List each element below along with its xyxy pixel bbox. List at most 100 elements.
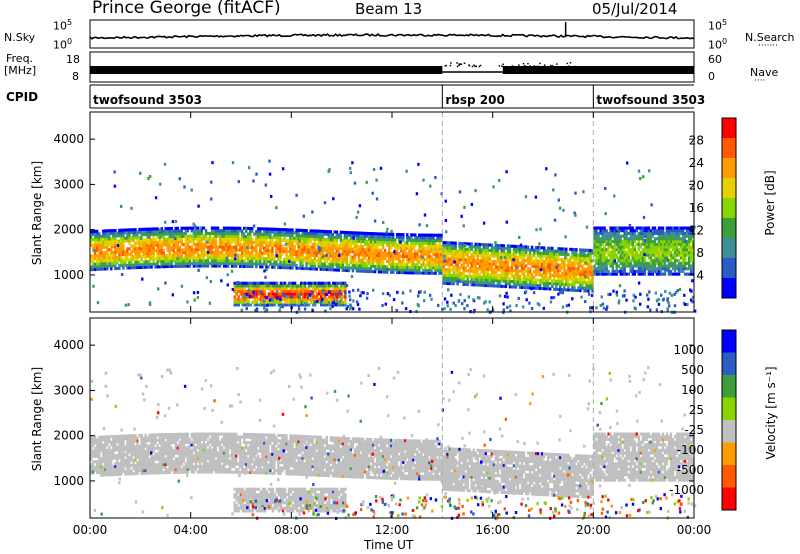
echo-cell [324,303,327,307]
echo-cell [255,246,258,250]
echo-cell [192,229,196,233]
echo-cell [476,267,480,271]
echo-cell [206,240,209,244]
echo-cell [530,278,534,282]
echo-cell [214,264,218,268]
echo-cell [661,267,665,271]
echo-cell [603,269,606,273]
echo-cell [538,242,541,246]
echo-cell [196,229,200,233]
echo-cell [100,259,103,263]
echo-cell [532,264,536,268]
echo-cell [365,259,369,263]
echo-cell [255,248,258,252]
echo-cell [379,262,383,266]
echo-cell [623,240,626,244]
echo-cell [184,232,188,236]
echo-cell [146,241,149,245]
echo-cell [323,246,326,250]
echo-cell [440,260,443,264]
nsky-label: N.Sky [4,31,36,44]
echo-cell [575,248,578,252]
echo-cell [162,229,165,233]
echo-cell [589,267,592,271]
echo-cell [627,248,631,252]
echo-cell [174,245,178,249]
echo-cell [394,251,397,255]
echo-cell [212,231,216,235]
echo-cell [605,237,608,241]
echo-cell [298,239,301,243]
echo-cell [251,287,255,291]
echo-cell [200,250,204,254]
echo-cell [448,282,451,286]
echo-cell [681,261,685,265]
echo-cell [337,233,341,237]
echo-cell [567,253,570,257]
echo-cell [663,261,667,265]
echo-cell [627,259,631,263]
echo-cell [524,195,528,199]
echo-cell [134,260,137,264]
echo-cell [326,303,329,307]
echo-cell [675,229,679,233]
echo-cell [561,258,564,262]
echo-cell [148,262,151,266]
echo-cell [476,245,480,249]
echo-cell [267,281,271,285]
echo-cell [289,233,292,237]
echo-cell [639,256,643,260]
echo-cell [363,269,367,273]
echo-cell [140,263,143,267]
echo-cell [579,264,582,268]
echo-cell [423,299,426,303]
echo-cell [328,287,331,291]
echo-cell [603,250,606,254]
echo-cell [351,255,355,259]
echo-cell [506,260,510,264]
echo-cell [150,246,153,250]
echo-cell [311,264,314,268]
echo-cell [673,272,677,276]
echo-cell [266,303,269,307]
echo-cell [218,261,222,265]
echo-cell [279,230,282,234]
echo-cell [547,254,550,258]
echo-cell [657,234,661,238]
echo-cell [518,277,522,281]
echo-cell [285,239,288,243]
echo-cell [313,251,316,255]
echo-cell [539,227,542,231]
echo-cell [486,262,490,266]
echo-cell [283,289,287,293]
echo-cell [621,267,624,271]
echo-cell [587,281,590,285]
echo-cell [663,269,667,273]
echo-cell [402,249,405,253]
echo-cell [241,256,244,260]
echo-cell [287,300,291,304]
echo-cell [92,246,95,250]
echo-cell [561,282,564,286]
echo-cell [488,262,492,266]
echo-cell [663,272,667,276]
echo-cell [369,245,373,249]
echo-cell [667,267,671,271]
echo-cell [349,233,353,237]
echo-cell [661,261,665,265]
echo-cell [289,231,292,235]
echo-cell [661,237,665,241]
echo-cell [281,263,284,267]
echo-cell [635,261,639,265]
echo-cell [619,234,622,238]
echo-cell [257,238,260,242]
echo-cell [255,292,259,296]
echo-cell [689,298,693,302]
echo-cell [410,246,413,250]
echo-cell [595,229,598,233]
echo-cell [335,238,339,242]
echo-cell [400,238,403,242]
echo-cell [253,262,256,266]
echo-cell [649,264,653,268]
